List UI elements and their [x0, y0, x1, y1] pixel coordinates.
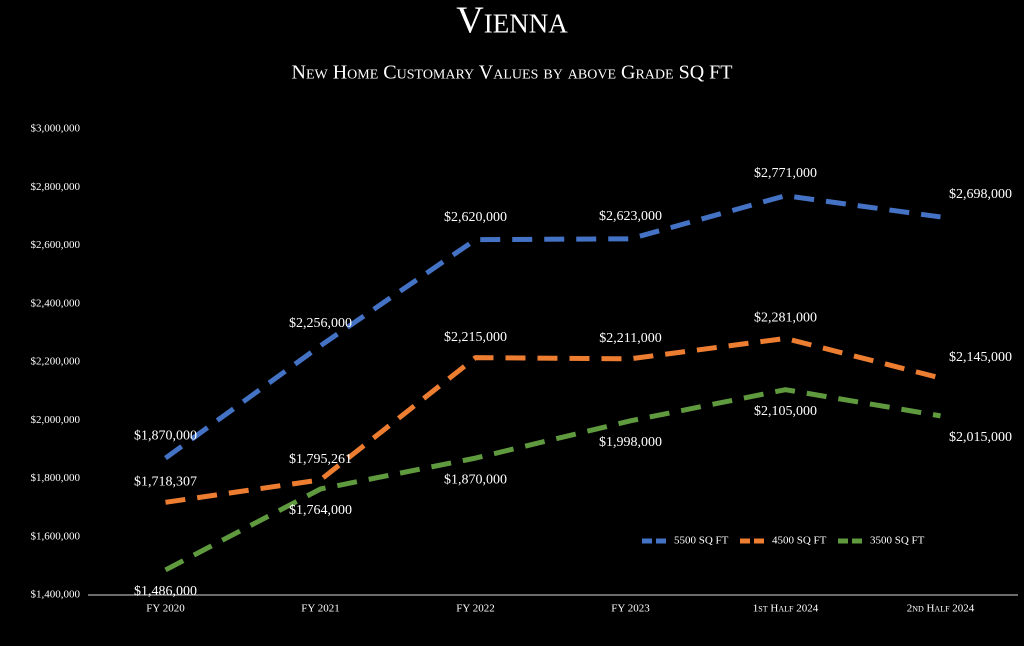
x-tick-label: FY 2020 [146, 603, 185, 615]
data-label: $1,486,000 [134, 584, 197, 599]
legend-label: 4500 SQ FT [772, 535, 827, 547]
x-tick-label: FY 2021 [301, 603, 339, 615]
x-tick-label: FY 2023 [611, 603, 650, 615]
data-label: $1,870,000 [444, 472, 507, 487]
data-line [164, 193, 941, 461]
y-tick-label: $2,800,000 [31, 181, 81, 193]
y-tick-label: $2,000,000 [31, 414, 81, 426]
chart-title: Vienna [456, 0, 568, 42]
data-label: $2,105,000 [754, 404, 817, 419]
data-label: $1,718,307 [134, 475, 197, 490]
y-tick-label: $3,000,000 [31, 123, 81, 135]
y-tick-label: $2,600,000 [31, 239, 81, 251]
legend-label: 3500 SQ FT [870, 535, 925, 547]
y-tick-label: $2,400,000 [31, 297, 81, 309]
legend-label: 5500 SQ FT [674, 535, 729, 547]
data-label: $2,698,000 [949, 187, 1012, 202]
data-label: $2,015,000 [949, 430, 1012, 445]
data-label: $2,215,000 [444, 330, 507, 345]
y-tick-label: $1,600,000 [31, 530, 81, 542]
data-label: $1,998,000 [599, 435, 662, 450]
x-tick-label: 2nd Half 2024 [907, 603, 975, 615]
x-tick-label: FY 2022 [456, 603, 494, 615]
y-tick-label: $2,200,000 [31, 356, 81, 368]
data-label: $2,256,000 [289, 316, 352, 331]
y-tick-label: $1,800,000 [31, 472, 81, 484]
data-label: $2,145,000 [949, 350, 1012, 365]
data-label: $2,211,000 [599, 331, 661, 346]
data-label: $2,620,000 [444, 210, 507, 225]
data-label: $2,623,000 [599, 209, 662, 224]
data-label: $1,764,000 [289, 503, 352, 518]
data-label: $2,281,000 [754, 311, 817, 326]
data-line [165, 335, 942, 505]
x-tick-label: 1st Half 2024 [753, 603, 819, 615]
chart-subtitle: New Home Customary Values by above Grade… [292, 62, 733, 84]
data-line [164, 387, 941, 573]
y-tick-label: $1,400,000 [31, 589, 81, 601]
data-label: $1,870,000 [134, 428, 197, 443]
data-label: $1,795,261 [289, 452, 352, 467]
data-label: $2,771,000 [754, 166, 817, 181]
